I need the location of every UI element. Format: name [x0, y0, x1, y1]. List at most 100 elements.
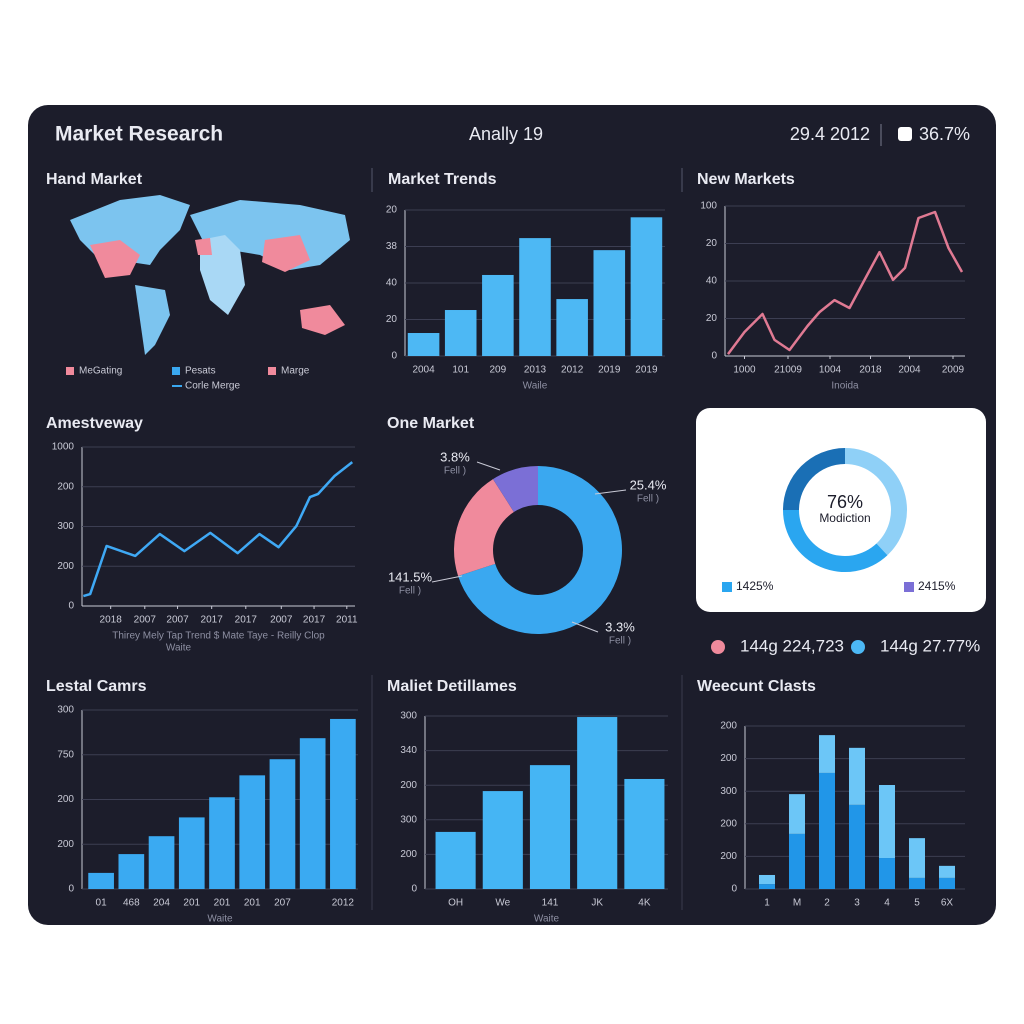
- x-tick-label: 1000: [733, 365, 756, 376]
- y-tick-label: 300: [57, 705, 74, 716]
- annotation-note: Fell ): [399, 586, 421, 597]
- bar: [482, 274, 514, 356]
- bar: [88, 872, 114, 889]
- x-tick-label: 468: [123, 898, 140, 909]
- chart-title: Lestal Camrs: [46, 678, 147, 695]
- annotation: 141.5%: [388, 569, 433, 584]
- map-region: [135, 285, 170, 355]
- donut-segment: [492, 466, 538, 513]
- x-tick-label: 201: [183, 898, 200, 909]
- leader-line: [476, 461, 501, 471]
- y-tick-label: 0: [68, 884, 74, 895]
- y-tick-label: 20: [386, 314, 398, 325]
- legend-label: Pesats: [185, 366, 216, 377]
- legend-label: 1425%: [736, 579, 774, 593]
- bar-segment: [819, 772, 835, 889]
- x-tick-label: 204: [153, 898, 170, 909]
- y-tick-label: 300: [400, 711, 417, 722]
- y-tick-label: 300: [400, 814, 417, 825]
- y-tick-label: 200: [57, 839, 74, 850]
- y-tick-label: 0: [411, 884, 417, 895]
- bar: [435, 831, 476, 889]
- x-tick-label: 101: [452, 365, 469, 376]
- map-region: [90, 240, 140, 278]
- bar-segment: [789, 833, 805, 889]
- bar: [624, 778, 665, 889]
- donut-segment: [458, 466, 623, 634]
- bar: [269, 759, 296, 889]
- x-tick-label: 4K: [638, 898, 651, 909]
- bar-segment: [759, 874, 775, 885]
- bar-segment: [879, 858, 895, 889]
- annotation-note: Fell ): [609, 636, 631, 647]
- x-tick-label: 2018: [859, 365, 882, 376]
- chart-title: Market Trends: [388, 171, 497, 188]
- y-tick-label: 0: [68, 601, 74, 612]
- y-tick-label: 200: [720, 851, 737, 862]
- world-map: [70, 195, 350, 355]
- dashboard-title: Market Research: [55, 123, 223, 146]
- y-tick-label: 300: [720, 786, 737, 797]
- y-tick-label: 38: [386, 241, 398, 252]
- annotation-note: Fell ): [637, 494, 659, 505]
- y-tick-label: 0: [391, 351, 397, 362]
- x-tick-label: 2017: [201, 615, 224, 626]
- y-tick-label: 20: [386, 205, 398, 216]
- y-tick-label: 200: [400, 780, 417, 791]
- bar: [178, 817, 205, 889]
- annotation: 25.4%: [630, 477, 667, 492]
- leader-line: [571, 621, 599, 633]
- x-tick-label: 2012: [561, 365, 584, 376]
- bar-segment: [759, 884, 775, 889]
- x-tick-label: 01: [96, 898, 108, 909]
- x-tick-label: 1: [764, 898, 770, 909]
- panel-background: [28, 105, 996, 925]
- donut-segment: [783, 510, 888, 572]
- y-tick-label: 100: [700, 201, 717, 212]
- bar: [482, 791, 523, 889]
- x-tick-label: 2019: [598, 365, 621, 376]
- bar: [556, 299, 588, 356]
- donut-segment: [845, 447, 907, 556]
- bar: [577, 717, 618, 889]
- x-tick-label: 141: [542, 898, 559, 909]
- bar-segment: [909, 877, 925, 889]
- y-tick-label: 40: [706, 276, 718, 287]
- y-tick-label: 300: [57, 521, 74, 532]
- chart-title: Hand Market: [46, 171, 143, 188]
- y-tick-label: 0: [731, 884, 737, 895]
- x-tick-label: 3: [854, 898, 860, 909]
- line-series: [83, 461, 354, 598]
- center-label: Modiction: [819, 511, 870, 525]
- x-axis-note: Waite: [166, 643, 192, 654]
- x-tick-label: 2013: [524, 365, 547, 376]
- line-series: [726, 210, 964, 355]
- bar: [299, 738, 326, 889]
- y-tick-label: 20: [706, 238, 718, 249]
- y-tick-label: 340: [400, 745, 417, 756]
- x-tick-label: 2011: [336, 615, 358, 626]
- x-tick-label: 2004: [412, 365, 435, 376]
- summary-dot: [851, 640, 865, 654]
- x-tick-label: OH: [448, 898, 463, 909]
- chart-title: Maliet Detillames: [387, 678, 517, 695]
- legend-label: Corle Merge: [185, 381, 240, 392]
- x-tick-label: 2: [824, 898, 830, 909]
- bar: [118, 854, 145, 889]
- x-tick-label: 5: [914, 898, 920, 909]
- x-tick-label: We: [495, 898, 510, 909]
- y-tick-label: 200: [57, 561, 74, 572]
- x-tick-label: 6X: [941, 898, 954, 909]
- x-tick-label: 2012: [332, 898, 355, 909]
- x-tick-label: 1004: [819, 365, 842, 376]
- annotation-note: Fell ): [444, 466, 466, 477]
- summary-text: 144g 27.77%: [880, 636, 980, 655]
- x-axis-label: Waile: [523, 381, 548, 392]
- x-tick-label: 2007: [134, 615, 157, 626]
- x-axis-label: Waite: [207, 914, 233, 925]
- center-value: 76%: [827, 492, 863, 512]
- y-tick-label: 200: [57, 481, 74, 492]
- bar-segment: [849, 804, 865, 889]
- summary-dot: [711, 640, 725, 654]
